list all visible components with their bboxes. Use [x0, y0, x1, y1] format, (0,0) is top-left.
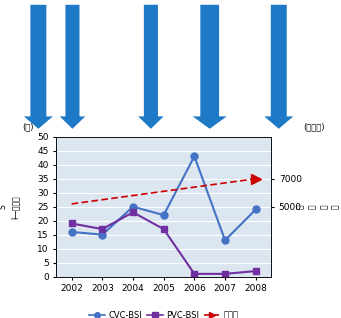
Text: (検体数): (検体数)	[303, 122, 325, 131]
Polygon shape	[60, 5, 85, 129]
Polygon shape	[264, 5, 293, 129]
Text: (人): (人)	[23, 122, 34, 131]
Text: CV挿入セット導入: CV挿入セット導入	[276, 43, 282, 76]
Text: PVC管理方法強化: PVC管理方法強化	[148, 42, 154, 76]
Text: B
S
I―発生数: B S I―発生数	[0, 195, 20, 218]
Text: ドレッシング材の変更・バイアロン製カテーテル導入: ドレッシング材の変更・バイアロン製カテーテル導入	[207, 17, 212, 101]
Text: 血
液
培
養
検
体
数: 血 液 培 養 検 体 数	[296, 204, 341, 209]
Polygon shape	[24, 5, 53, 129]
Legend: CVC-BSI, PVC-BSI, 検体数: CVC-BSI, PVC-BSI, 検体数	[85, 307, 242, 318]
Text: マニュアル整備: マニュアル整備	[70, 47, 75, 72]
Text: 閉鎖式輸液システム導入: 閉鎖式輸液システム導入	[35, 40, 41, 79]
Polygon shape	[193, 5, 227, 129]
Polygon shape	[138, 5, 164, 129]
